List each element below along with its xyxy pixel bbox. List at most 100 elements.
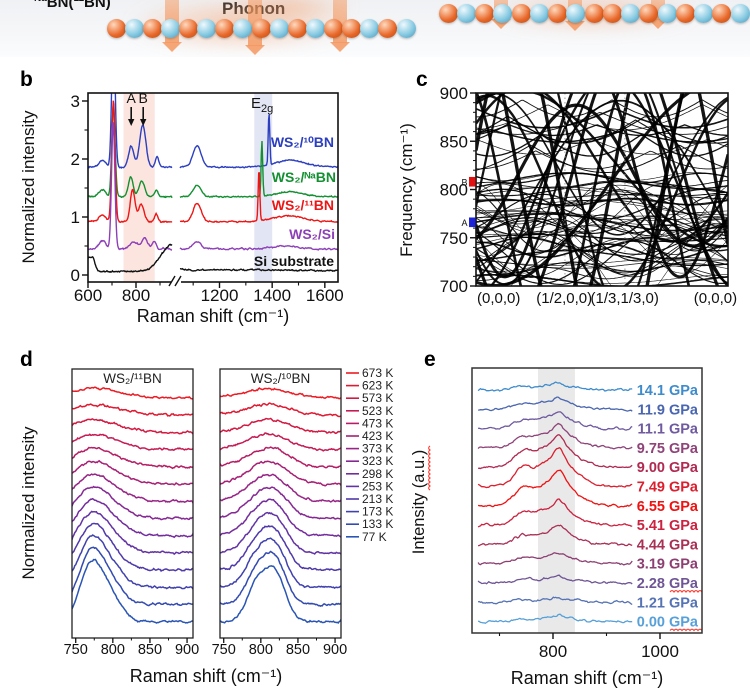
- orange-atom: [179, 18, 198, 38]
- svg-text:Raman shift (cm⁻¹): Raman shift (cm⁻¹): [130, 666, 283, 686]
- svg-text:Raman shift (cm⁻¹): Raman shift (cm⁻¹): [511, 668, 664, 688]
- panel-e-pressure-raman-chart: 14.1 GPa 11.9 GPa 11.1 GPa 9.75 GPa 9.00 GPa…: [410, 367, 703, 688]
- svg-text:(1/3,1/3,0): (1/3,1/3,0): [590, 290, 658, 307]
- blue-atom: [566, 3, 586, 23]
- orange-atom: [215, 18, 235, 38]
- blue-atom: [360, 18, 380, 38]
- blue-atom: [160, 18, 180, 38]
- svg-text:523 K: 523 K: [362, 404, 393, 418]
- blue-atom: [197, 18, 217, 38]
- svg-text:11.1 GPa: 11.1 GPa: [638, 422, 699, 438]
- svg-text:9.75 GPa: 9.75 GPa: [637, 441, 699, 457]
- svg-text:B: B: [461, 177, 467, 187]
- blue-atom: [529, 3, 549, 23]
- svg-text:750: 750: [64, 642, 88, 658]
- orange-atom: [475, 3, 494, 23]
- svg-text:323 K: 323 K: [362, 454, 393, 468]
- svg-text:A: A: [127, 90, 137, 106]
- orange-atom: [287, 18, 307, 38]
- orange-atom: [251, 18, 271, 38]
- blue-atom: [269, 18, 289, 38]
- svg-text:3: 3: [71, 92, 80, 111]
- svg-text:673 K: 673 K: [362, 366, 393, 380]
- svg-text:800: 800: [101, 642, 125, 658]
- substrate-label-sup: Na: [34, 0, 47, 4]
- svg-text:800: 800: [440, 181, 468, 200]
- svg-text:Raman shift (cm⁻¹): Raman shift (cm⁻¹): [137, 306, 290, 326]
- svg-text:WS₂/ᴺᵃBN: WS₂/ᴺᵃBN: [272, 169, 336, 185]
- orange-atom: [675, 3, 695, 23]
- svg-text:1.21 GPa: 1.21 GPa: [637, 595, 699, 611]
- svg-text:77 K: 77 K: [362, 530, 387, 544]
- svg-text:750: 750: [440, 229, 468, 248]
- svg-text:800: 800: [122, 286, 150, 305]
- svg-text:1400: 1400: [253, 286, 291, 305]
- substrate-label-text: BN(: [46, 0, 74, 11]
- svg-text:900: 900: [175, 642, 199, 658]
- svg-text:298 K: 298 K: [362, 467, 393, 481]
- orange-atom: [142, 18, 162, 38]
- orange-atom: [602, 3, 622, 23]
- svg-text:0.00 GPa: 0.00 GPa: [637, 615, 699, 631]
- svg-text:3.19 GPa: 3.19 GPa: [637, 557, 699, 573]
- svg-text:WS₂/¹¹BN: WS₂/¹¹BN: [272, 197, 334, 213]
- panel-letter-d: d: [20, 348, 33, 371]
- svg-text:(1/2,0,0): (1/2,0,0): [536, 290, 592, 307]
- blue-atom: [305, 18, 325, 38]
- panel-letter-b: b: [20, 68, 33, 91]
- blue-atom: [493, 3, 513, 23]
- svg-text:Frequency (cm⁻¹): Frequency (cm⁻¹): [398, 123, 416, 257]
- orange-atom: [438, 3, 458, 23]
- svg-text:(0,0,0): (0,0,0): [477, 290, 520, 307]
- blue-atom: [124, 18, 144, 38]
- svg-text:WS₂/¹⁰BN: WS₂/¹⁰BN: [251, 371, 310, 386]
- svg-text:4.44 GPa: 4.44 GPa: [637, 537, 699, 553]
- blue-atom: [396, 18, 416, 38]
- orange-atom: [712, 3, 732, 23]
- svg-text:WS₂/¹⁰BN: WS₂/¹⁰BN: [271, 134, 334, 150]
- svg-text:850: 850: [440, 132, 468, 151]
- blue-atom: [730, 3, 750, 23]
- svg-text:373 K: 373 K: [362, 442, 393, 456]
- orange-atom: [106, 18, 126, 38]
- svg-text:1600: 1600: [306, 286, 344, 305]
- svg-text:1000: 1000: [641, 642, 679, 661]
- svg-text:Si substrate: Si substrate: [254, 253, 334, 269]
- substrate-label-sup2: 11: [73, 0, 84, 4]
- svg-text:7.49 GPa: 7.49 GPa: [637, 480, 699, 496]
- orange-atom: [378, 18, 398, 38]
- orange-atom: [511, 3, 531, 23]
- blue-atom: [657, 3, 677, 23]
- svg-text:1: 1: [71, 208, 80, 227]
- svg-text:133 K: 133 K: [362, 517, 393, 531]
- svg-text:Normalized intensity: Normalized intensity: [19, 426, 38, 580]
- svg-text:(0,0,0): (0,0,0): [694, 290, 737, 307]
- svg-text:B: B: [139, 90, 148, 106]
- svg-text:900: 900: [323, 642, 347, 658]
- substrate-label: NaBN(11BN): [34, 0, 111, 11]
- svg-text:850: 850: [286, 642, 310, 658]
- blue-atom: [621, 3, 640, 23]
- svg-text:14.1 GPa: 14.1 GPa: [637, 383, 699, 399]
- svg-text:600: 600: [74, 286, 102, 305]
- svg-text:11.9 GPa: 11.9 GPa: [638, 402, 699, 418]
- blue-atom: [233, 18, 253, 38]
- svg-text:Intensity (a.u.): Intensity (a.u.): [410, 450, 428, 555]
- svg-text:213 K: 213 K: [362, 492, 393, 506]
- svg-text:2: 2: [71, 150, 80, 169]
- orange-atom: [342, 18, 362, 38]
- svg-text:573 K: 573 K: [362, 391, 393, 405]
- svg-text:253 K: 253 K: [362, 479, 393, 493]
- panel-b-raman-spectra-chart: WS₂/¹⁰BN WS₂/ᴺᵃBN WS₂/¹¹BN WS₂/Si Si substra…: [19, 90, 344, 326]
- panel-d-temperature-raman-chart: WS₂/¹¹BN 750 800 850 900 WS₂/¹⁰BN 750 800 850 900…: [19, 366, 393, 686]
- panel-letter-c: c: [416, 68, 428, 91]
- orange-atom: [639, 3, 659, 23]
- svg-text:2.28 GPa: 2.28 GPa: [637, 576, 699, 592]
- svg-text:473 K: 473 K: [362, 416, 393, 430]
- svg-text:A: A: [461, 218, 467, 228]
- svg-text:800: 800: [539, 642, 567, 661]
- svg-text:WS₂/Si: WS₂/Si: [289, 226, 335, 242]
- svg-text:700: 700: [440, 277, 468, 296]
- phonon-illustration-banner: NaBN(11BN) Phonon: [0, 0, 750, 57]
- svg-text:423 K: 423 K: [362, 429, 393, 443]
